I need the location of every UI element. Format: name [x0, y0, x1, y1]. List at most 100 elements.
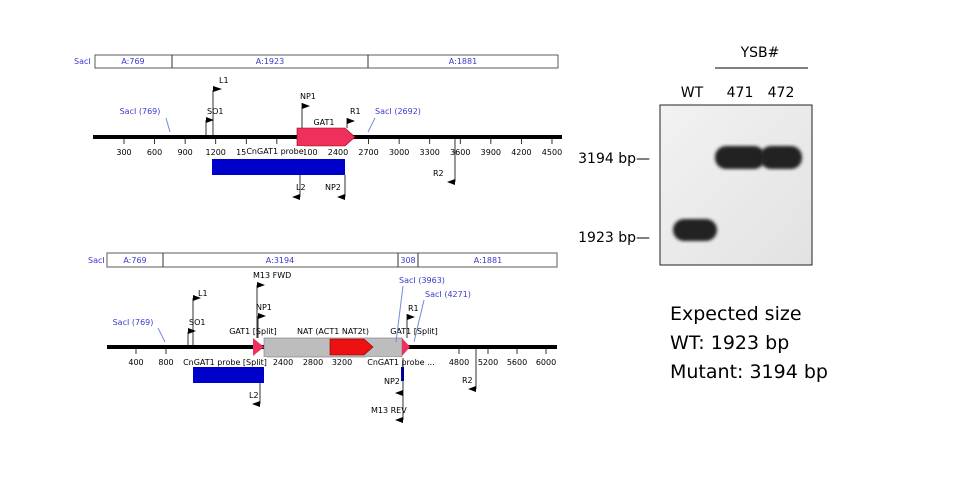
feature-label: R2: [462, 376, 473, 385]
feature-label: R2: [433, 169, 444, 178]
label-bg: [246, 146, 304, 157]
band: [715, 146, 765, 169]
segment: A:1923: [256, 57, 284, 66]
feature-label: GAT1 [Split]: [390, 327, 438, 336]
segment: A:1881: [449, 57, 477, 66]
primer-flag: [302, 103, 310, 109]
expected-mutant: Mutant: 3194 bp: [670, 361, 828, 383]
segment: A:769: [123, 256, 146, 265]
feature-label: NP1: [256, 303, 272, 312]
label-bg: [366, 357, 436, 367]
probe-bar: [401, 367, 404, 381]
feature-label: L2: [249, 391, 259, 400]
feature-label: L1: [198, 289, 208, 298]
gat1-arrow: [296, 127, 356, 147]
marker-label: 3194 bp—: [578, 151, 650, 167]
marker-label: 1923 bp—: [578, 230, 650, 246]
site-label: SacI: [88, 256, 105, 265]
tick-label: 3900: [481, 148, 501, 157]
expected-wt: WT: 1923 bp: [670, 332, 789, 354]
tick-label: 1200: [206, 148, 226, 157]
tick-label: 800: [158, 358, 173, 367]
tick-label: 3000: [389, 148, 409, 157]
top-map: SacI A:769 A:1923 A:1881 300600900120015…: [74, 54, 562, 200]
tick-label: 300: [116, 148, 131, 157]
feature-label: NP2: [325, 183, 341, 192]
tick-label: 2400: [273, 358, 293, 367]
primer-flag: [407, 314, 415, 320]
segment: 308: [400, 256, 415, 265]
primer-flag: [188, 328, 196, 334]
primer-flag: [468, 386, 476, 392]
tick-label: 600: [147, 148, 162, 157]
band: [760, 146, 802, 169]
segment: A:769: [121, 57, 144, 66]
feature-label: L2: [296, 183, 306, 192]
tick-label: 3200: [332, 358, 352, 367]
feature-label: SO1: [207, 107, 223, 116]
bottom-map: SacI A:769 A:3194 308 A:1881 400 800 2400 2…: [88, 252, 558, 423]
site-label: SacI: [74, 57, 91, 66]
tick-label: 900: [177, 148, 192, 157]
feature-label: CnGAT1 probe ...: [367, 358, 434, 367]
site-label: SacI (769): [120, 107, 161, 116]
site-line: [367, 117, 376, 133]
tick-label: 4800: [449, 358, 469, 367]
tick-label: 4500: [542, 148, 562, 157]
primer-flag: [337, 194, 345, 200]
feature-label: M13 REV: [371, 406, 407, 415]
feature-label: R1: [350, 107, 361, 116]
probe-bar: [212, 159, 345, 175]
feature-label: CnGAT1 probe [Split]: [183, 358, 267, 367]
group-label: YSB#: [740, 45, 780, 61]
site-line: [395, 285, 404, 343]
gat1-split-arrow: [402, 338, 410, 356]
feature-label: SO1: [189, 318, 205, 327]
tick-label: 5200: [478, 358, 498, 367]
site-label: SacI (769): [113, 318, 154, 327]
feature-label: L1: [219, 76, 229, 85]
tick-label: 2100: [297, 148, 317, 157]
segment: A:3194: [266, 256, 294, 265]
primer-flag: [258, 313, 266, 319]
primer-flag: [395, 417, 403, 423]
primer-flag: [395, 390, 403, 396]
tick-label: 2800: [303, 358, 323, 367]
feature-label: R1: [408, 304, 419, 313]
feature-label: M13 FWD: [253, 271, 291, 280]
feature-label: NAT (ACT1 NAT2t): [297, 327, 369, 336]
feature-label: NP2: [384, 377, 400, 386]
lane-label: 472: [768, 85, 795, 101]
tick-label: 400: [128, 358, 143, 367]
primer-flag: [252, 401, 260, 407]
tick-label: 6000: [536, 358, 556, 367]
primer-flag: [292, 194, 300, 200]
tick-label: 3300: [420, 148, 440, 157]
tick-label: 5600: [507, 358, 527, 367]
band: [673, 219, 717, 241]
tick-label: 2700: [358, 148, 378, 157]
site-label: SacI (3963): [399, 276, 445, 285]
expected-title: Expected size: [670, 303, 802, 325]
tick-label: 2400: [328, 148, 348, 157]
primer-stems: [187, 285, 477, 420]
fragment-bar: [94, 54, 559, 69]
expected-sizes: Expected size WT: 1923 bp Mutant: 3194 b…: [670, 303, 828, 383]
tick-label: 4200: [511, 148, 531, 157]
gat1-split-arrow: [253, 338, 264, 356]
nat-arrow: [329, 338, 374, 356]
site-line: [413, 299, 425, 343]
primer-flag: [447, 179, 455, 185]
primer-flag: [347, 118, 355, 124]
site-line: [157, 327, 166, 343]
primer-flag: [213, 86, 222, 92]
label-bg: [183, 357, 267, 367]
gel-image: [659, 104, 813, 266]
site-label: SacI (4271): [425, 290, 471, 299]
primer-flag: [206, 117, 214, 123]
site-label: SacI (2692): [375, 107, 421, 116]
feature-label: NP1: [300, 92, 316, 101]
primer-flag: [193, 295, 201, 301]
feature-label: CnGAT1 probe: [246, 147, 303, 156]
